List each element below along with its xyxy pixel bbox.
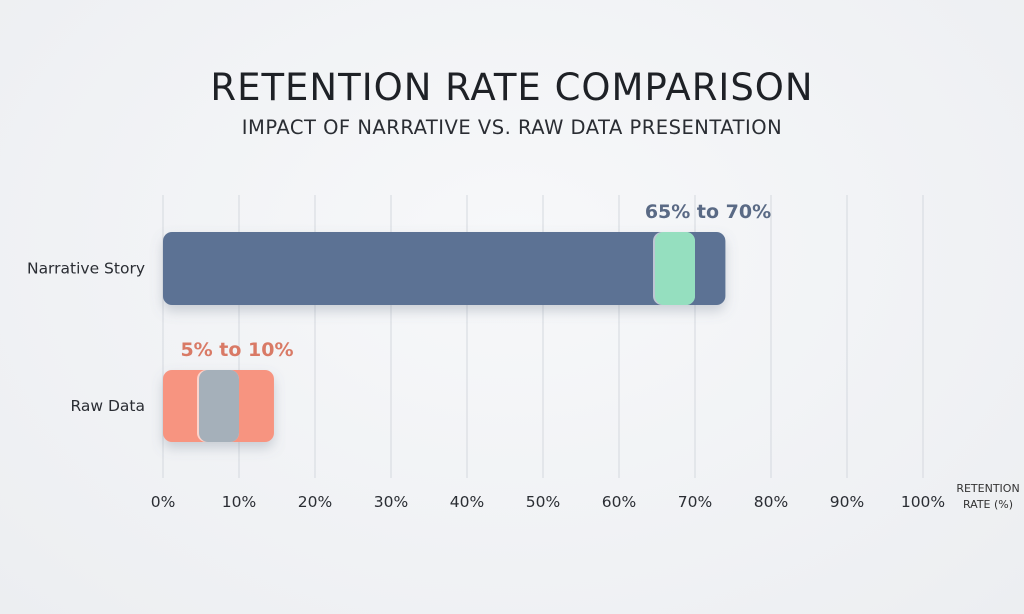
x-tick-label: 10% xyxy=(222,493,256,511)
chart-subtitle: IMPACT OF NARRATIVE VS. RAW DATA PRESENT… xyxy=(241,116,783,139)
x-tick-label: 100% xyxy=(901,493,945,511)
bar xyxy=(163,232,726,305)
range-annotation: 65% to 70% xyxy=(645,201,771,223)
chart-title: RETENTION RATE COMPARISON xyxy=(210,66,814,109)
bar-group xyxy=(163,370,274,442)
x-tick-label: 70% xyxy=(678,493,712,511)
category-label: Narrative Story xyxy=(27,260,145,278)
x-tick-label: 20% xyxy=(298,493,332,511)
x-tick-label: 80% xyxy=(754,493,788,511)
x-axis-label-line2: RATE (%) xyxy=(963,498,1013,511)
category-label: Raw Data xyxy=(70,397,145,415)
bar-highlight-range xyxy=(655,232,695,305)
x-tick-label: 40% xyxy=(450,493,484,511)
x-tick-label: 90% xyxy=(830,493,864,511)
x-tick-label: 30% xyxy=(374,493,408,511)
x-tick-label: 0% xyxy=(151,493,176,511)
x-tick-label: 50% xyxy=(526,493,560,511)
x-axis-label-line1: RETENTION xyxy=(956,482,1019,495)
x-tick-label: 60% xyxy=(602,493,636,511)
range-annotation: 5% to 10% xyxy=(180,339,293,361)
bar-group xyxy=(163,232,726,305)
bar-highlight-range xyxy=(199,370,239,442)
